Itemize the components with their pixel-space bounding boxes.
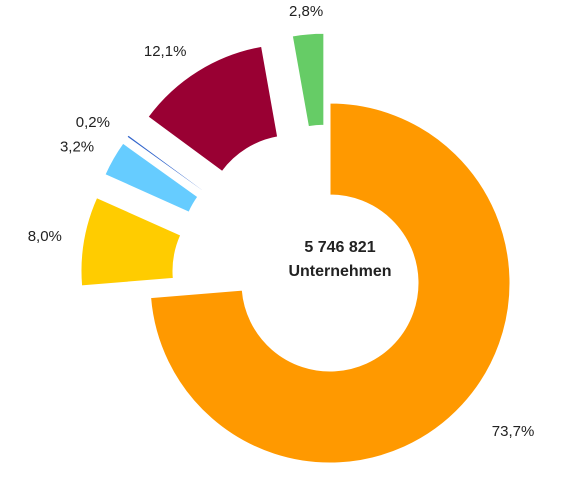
donut-segment	[150, 102, 511, 464]
value-label: 0,2%	[76, 114, 110, 131]
value-label: 2,8%	[289, 3, 323, 20]
donut-segment	[80, 196, 182, 287]
value-label: 12,1%	[144, 43, 187, 60]
donut-segment	[291, 32, 325, 128]
donut-segment	[104, 142, 199, 213]
center-label: Unternehmen	[288, 263, 391, 280]
value-label: 3,2%	[60, 138, 94, 155]
value-label: 73,7%	[492, 423, 535, 440]
donut-segment	[126, 134, 204, 192]
donut-segment	[147, 45, 279, 173]
value-label: 8,0%	[28, 228, 62, 245]
center-label: 5 746 821	[304, 239, 375, 256]
